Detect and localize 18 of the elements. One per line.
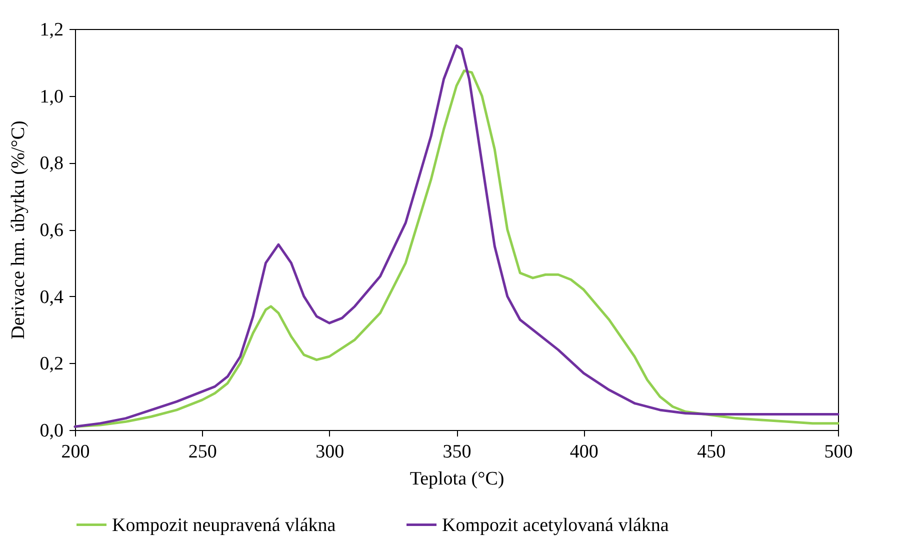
y-axis-title: Derivace hm. úbytku (%/°C) <box>8 120 29 340</box>
y-tick-label: 0,4 <box>40 286 64 308</box>
x-tick-label: 350 <box>442 442 472 462</box>
x-axis-title: Teplota (°C) <box>410 468 504 490</box>
y-tick-label: 0,0 <box>40 420 64 442</box>
y-tick-label: 1,2 <box>40 20 64 40</box>
y-tick-label: 0,2 <box>40 354 64 375</box>
x-tick-label: 200 <box>61 442 90 462</box>
x-tick-label: 300 <box>316 442 344 462</box>
x-tick-label: 500 <box>824 442 853 462</box>
y-tick-label: 1,0 <box>40 86 64 108</box>
y-tick-label: 0,8 <box>40 153 64 174</box>
x-tick-label: 250 <box>188 442 217 462</box>
x-tick-label: 450 <box>697 442 726 462</box>
legend-label: Kompozit neupravená vlákna <box>112 514 336 536</box>
x-tick-label: 400 <box>570 442 598 462</box>
y-tick-label: 0,6 <box>40 220 64 241</box>
legend-label: Kompozit acetylovaná vlákna <box>442 514 670 536</box>
